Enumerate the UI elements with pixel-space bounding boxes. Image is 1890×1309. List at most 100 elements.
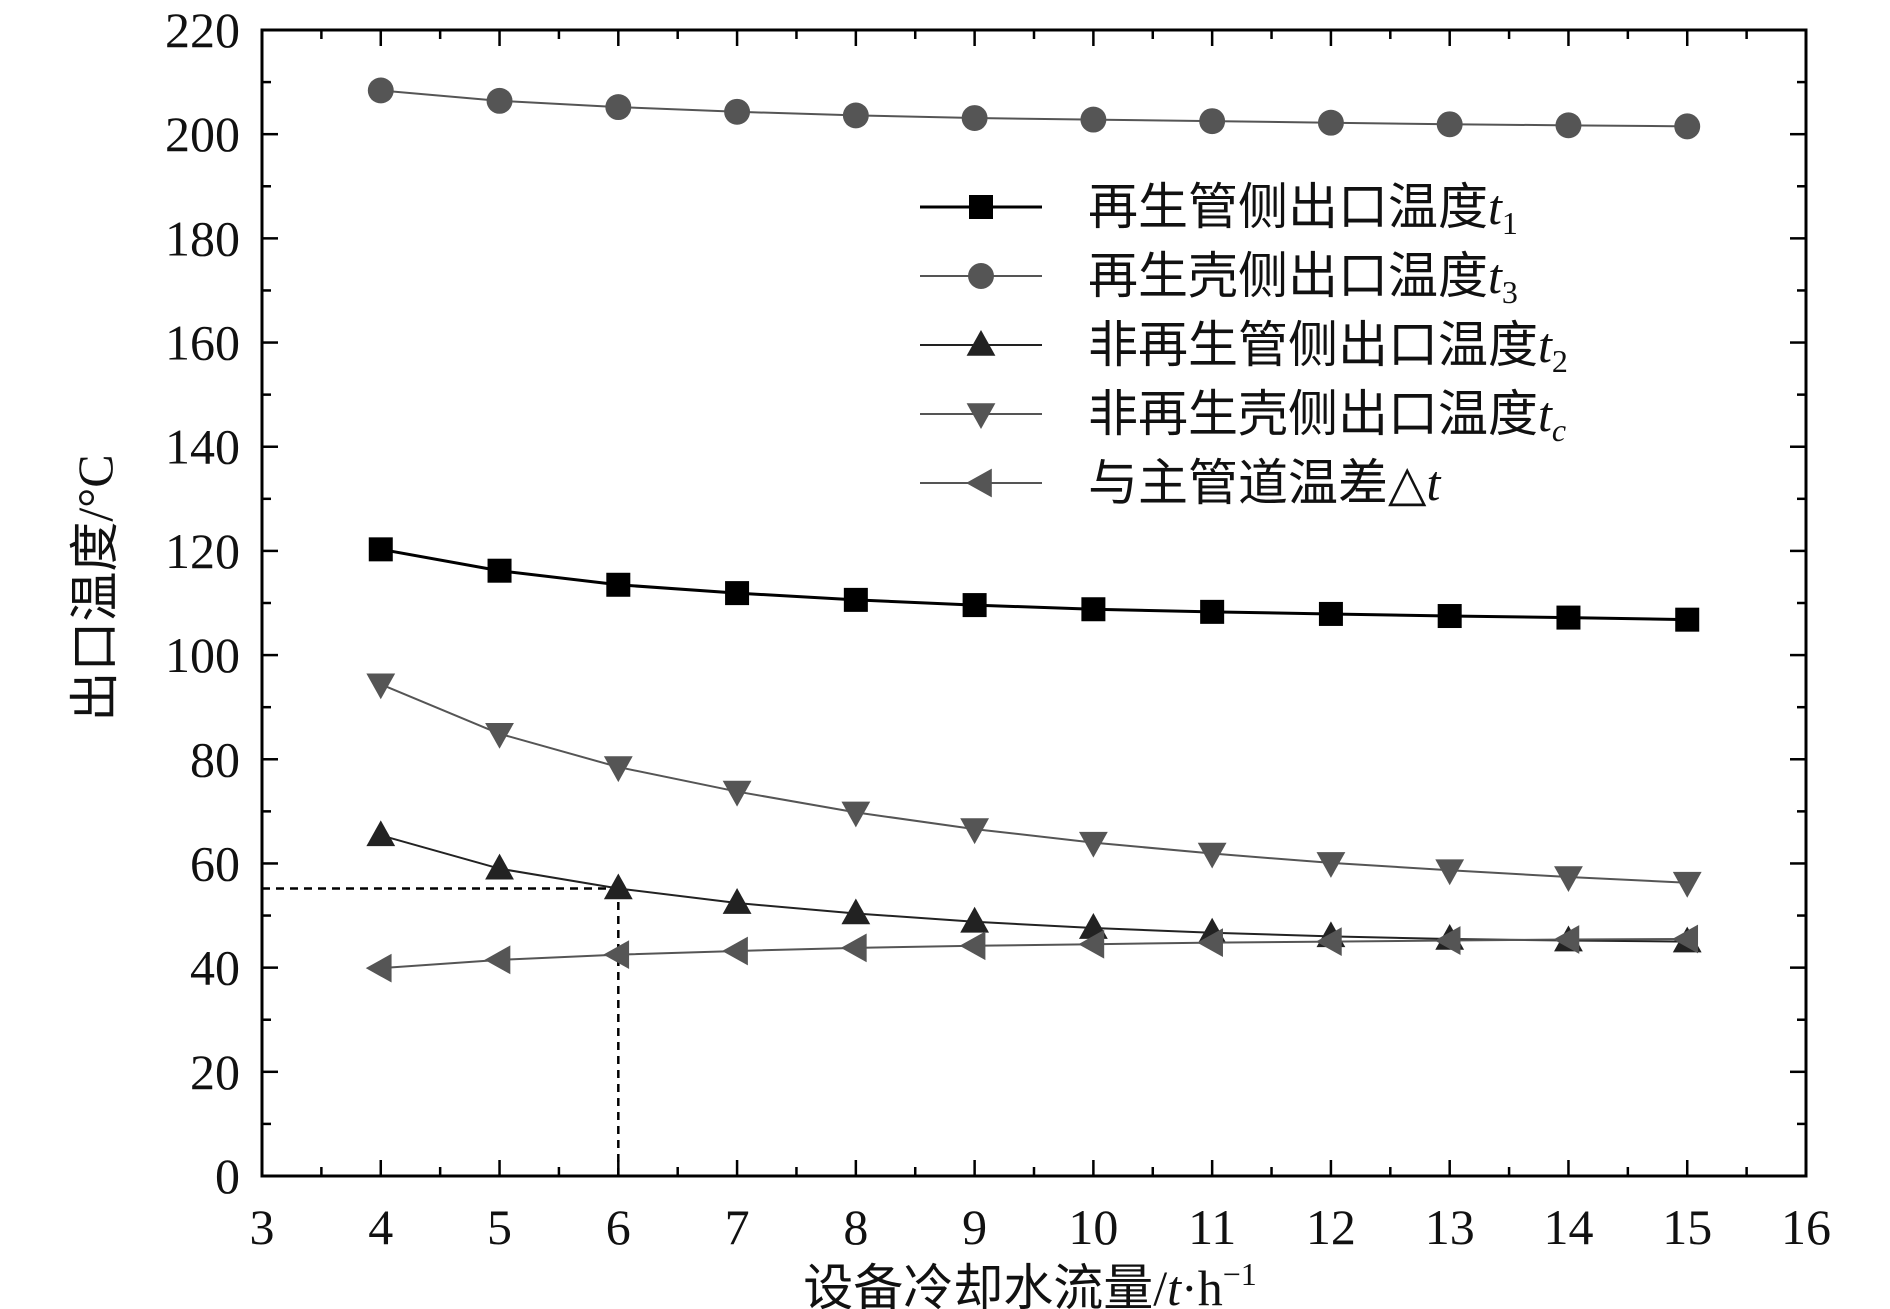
- data-point: [841, 898, 871, 925]
- reference-lines: [262, 887, 620, 1176]
- legend-label: 非再生管侧出口温度t2: [1088, 317, 1568, 379]
- series-line: [380, 937, 1688, 970]
- data-point: [841, 801, 871, 828]
- legend-item: 再生管侧出口温度t1: [920, 179, 1518, 241]
- x-tick-label: 12: [1306, 1199, 1356, 1255]
- data-point: [1555, 112, 1582, 139]
- data-point: [603, 756, 633, 783]
- data-point: [1315, 927, 1342, 956]
- legend-marker: [968, 263, 994, 289]
- data-point: [1556, 605, 1581, 630]
- x-axis-title-italic: t: [1167, 1260, 1182, 1309]
- y-tick-label: 40: [190, 940, 240, 996]
- data-point: [484, 945, 511, 975]
- x-tick-label: 5: [487, 1199, 512, 1255]
- data-point: [486, 87, 513, 114]
- data-point: [1200, 599, 1225, 624]
- data-point: [724, 98, 751, 125]
- x-tick-label: 14: [1543, 1199, 1593, 1255]
- series-line: [380, 683, 1688, 884]
- data-point: [487, 558, 512, 583]
- x-tick-label: 10: [1068, 1199, 1118, 1255]
- data-point: [1554, 866, 1583, 892]
- y-tick-label: 60: [190, 835, 240, 891]
- data-point: [1199, 108, 1226, 135]
- data-point: [725, 581, 750, 606]
- series-2: [367, 77, 1701, 140]
- legend-label: 再生壳侧出口温度t3: [1088, 248, 1518, 310]
- data-point: [366, 820, 396, 847]
- data-point: [1081, 597, 1106, 622]
- data-point: [1434, 926, 1461, 955]
- series-3: [366, 820, 1702, 953]
- series-line: [380, 89, 1688, 128]
- data-point: [1078, 831, 1108, 858]
- y-tick-label: 160: [165, 315, 240, 371]
- data-point: [960, 818, 990, 845]
- data-point: [365, 953, 392, 983]
- data-point: [366, 673, 396, 700]
- x-axis-title-superscript: −1: [1223, 1256, 1257, 1292]
- data-point: [962, 593, 987, 618]
- legend-label: 非再生壳侧出口温度tc: [1088, 386, 1566, 448]
- y-tick-label: 100: [165, 627, 240, 683]
- data-point: [722, 780, 752, 807]
- data-point: [1317, 109, 1344, 136]
- legend-marker: [969, 195, 993, 219]
- legend-marker: [966, 330, 996, 356]
- y-tick-label: 180: [165, 210, 240, 266]
- x-tick-label: 4: [368, 1199, 393, 1255]
- x-tick-label: 11: [1188, 1199, 1236, 1255]
- data-point: [1674, 113, 1701, 140]
- data-point: [842, 102, 869, 129]
- data-point: [1436, 111, 1463, 138]
- axis-ticks: [260, 28, 1808, 1178]
- data-point: [1197, 928, 1223, 958]
- data-point: [368, 537, 393, 562]
- data-point: [961, 105, 988, 131]
- data-point: [1080, 106, 1107, 133]
- y-tick-label: 120: [165, 523, 240, 579]
- legend-label: 再生管侧出口温度t1: [1088, 179, 1518, 241]
- y-tick-label: 140: [165, 419, 240, 475]
- legend-marker: [966, 468, 992, 498]
- data-point: [485, 722, 514, 749]
- data-point: [606, 572, 631, 597]
- data-point: [1316, 852, 1346, 878]
- y-tick-label: 80: [190, 731, 240, 787]
- y-tick-label: 200: [165, 106, 240, 162]
- data-point: [603, 940, 630, 970]
- data-point: [605, 94, 632, 121]
- y-tick-label: 20: [190, 1044, 240, 1100]
- data-point: [603, 873, 633, 900]
- plot-frame: [260, 28, 1808, 1178]
- x-tick-label: 8: [843, 1199, 868, 1255]
- x-axis-title: 设备冷却水流量/t·h−1: [803, 1256, 1257, 1309]
- legend-item: 非再生管侧出口温度t2: [920, 317, 1568, 379]
- data-point: [1672, 871, 1702, 898]
- data-point: [1437, 604, 1462, 629]
- legend-marker: [966, 403, 996, 429]
- x-tick-label: 7: [725, 1199, 750, 1255]
- y-tick-label: 220: [165, 2, 240, 58]
- data-point: [840, 933, 867, 963]
- series-layer: [365, 77, 1702, 983]
- data-point: [843, 587, 868, 612]
- data-point: [1672, 924, 1699, 954]
- series-line: [380, 834, 1688, 943]
- series-line: [380, 547, 1688, 622]
- y-tick-label: 0: [215, 1148, 240, 1204]
- data-point: [1435, 859, 1465, 886]
- legend: 再生管侧出口温度t1 再生壳侧出口温度t3 非再生管侧出口温度t2 非再生壳侧出口温度…: [920, 179, 1568, 511]
- data-point: [1675, 607, 1700, 632]
- data-point: [485, 853, 514, 880]
- data-point: [960, 906, 990, 933]
- data-point: [1553, 925, 1580, 954]
- x-tick-label: 13: [1425, 1199, 1475, 1255]
- data-point: [959, 931, 986, 961]
- legend-item: 非再生壳侧出口温度tc: [920, 386, 1566, 448]
- legend-item: 再生壳侧出口温度t3: [920, 248, 1518, 310]
- x-tick-label: 15: [1662, 1199, 1712, 1255]
- data-point: [722, 936, 748, 966]
- x-tick-label: 3: [250, 1199, 275, 1255]
